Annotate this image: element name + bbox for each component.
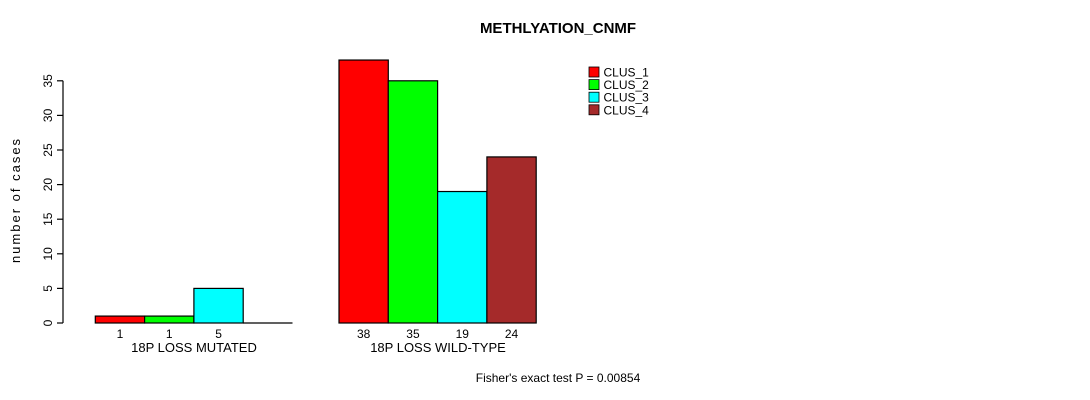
bar-clus-2-group-1 [387, 80, 439, 324]
y-tick-label: 5 [41, 285, 55, 292]
bar-clus-1-group-0 [94, 315, 146, 324]
legend-swatch-clus-4 [588, 104, 600, 116]
group-label-wildtype: 18P LOSS WILD-TYPE [370, 340, 506, 355]
bar-value-label: 1 [166, 327, 173, 341]
y-tick-label: 10 [41, 247, 55, 261]
pvalue-note: Fisher's exact test P = 0.00854 [476, 371, 641, 385]
bar-value-label: 1 [117, 327, 124, 341]
legend-label-clus-3: CLUS_3 [604, 91, 650, 105]
y-axis-title: number of cases [8, 137, 23, 263]
y-tick-label: 20 [41, 178, 55, 192]
bar-clus-3-group-1 [437, 190, 488, 324]
bar-clus-4-group-1 [486, 156, 537, 324]
bar-value-label: 5 [215, 327, 222, 341]
legend-swatch-clus-2 [588, 79, 600, 90]
legend-label-clus-2: CLUS_2 [604, 78, 650, 92]
y-tick-label: 35 [41, 74, 55, 88]
y-tick-label: 25 [41, 143, 55, 157]
chart-title: METHLYATION_CNMF [480, 20, 636, 37]
legend-label-clus-4: CLUS_4 [604, 103, 650, 117]
bars: 1 38 1 35 5 19 24 [94, 59, 537, 341]
bar-clus-3-group-0 [193, 287, 244, 324]
legend-swatch-clus-1 [588, 66, 600, 78]
bar-value-label: 38 [357, 327, 371, 341]
bar-clus-2-group-0 [144, 315, 195, 324]
y-tick-label: 30 [41, 108, 55, 122]
bar-clus-1-group-1 [338, 59, 389, 324]
y-tick-label: 0 [41, 319, 55, 326]
legend-swatch-clus-3 [588, 91, 600, 103]
bar-value-label: 35 [406, 327, 420, 341]
y-axis: 0 5 10 15 20 25 30 35 [41, 74, 64, 326]
y-tick-label: 15 [41, 212, 55, 226]
bar-value-label: 19 [456, 327, 470, 341]
legend-label-clus-1: CLUS_1 [604, 66, 650, 80]
group-label-mutated: 18P LOSS MUTATED [131, 340, 257, 355]
bar-value-label: 24 [505, 327, 519, 341]
